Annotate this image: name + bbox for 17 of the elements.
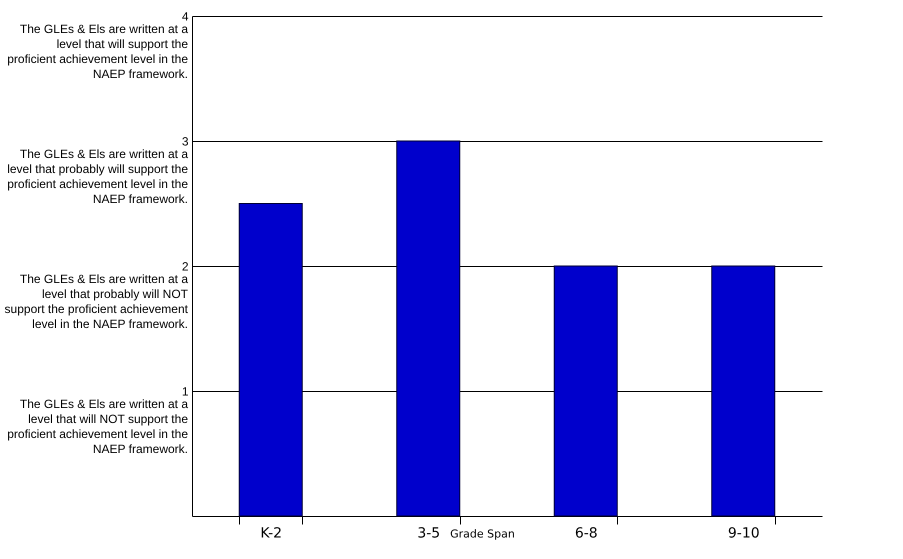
y-tick-label: 4 xyxy=(182,10,189,24)
x-tick-label: 3-5 xyxy=(417,526,440,542)
text: The GLEs & Els are written at a level that will support the proficient achievement level in the NAEP framework. xyxy=(7,22,188,81)
x-tick-label: 6-8 xyxy=(574,526,598,542)
y-tick-label: 1 xyxy=(182,384,189,398)
text: The GLEs & Els are written at a level that will NOT support the proficient achievement level in the NAEP framework. xyxy=(7,397,188,456)
x-axis-title: Grade Span xyxy=(450,528,515,540)
y-tick-label: 3 xyxy=(182,134,189,148)
text: The GLEs & Els are written at a level that probably will NOT support the proficient achievement level in the NAEP framework. xyxy=(4,272,189,331)
x-tick-label: 9-10 xyxy=(728,526,760,542)
x-tick-label: K-2 xyxy=(260,526,282,542)
bar xyxy=(554,266,618,516)
text: The GLEs & Els are written at a level that probably will support the proficient achievement level in the NAEP framework. xyxy=(7,147,188,206)
bar xyxy=(238,203,303,516)
y-tick-label: 2 xyxy=(182,260,189,274)
bar xyxy=(396,140,460,516)
bar xyxy=(711,266,776,516)
